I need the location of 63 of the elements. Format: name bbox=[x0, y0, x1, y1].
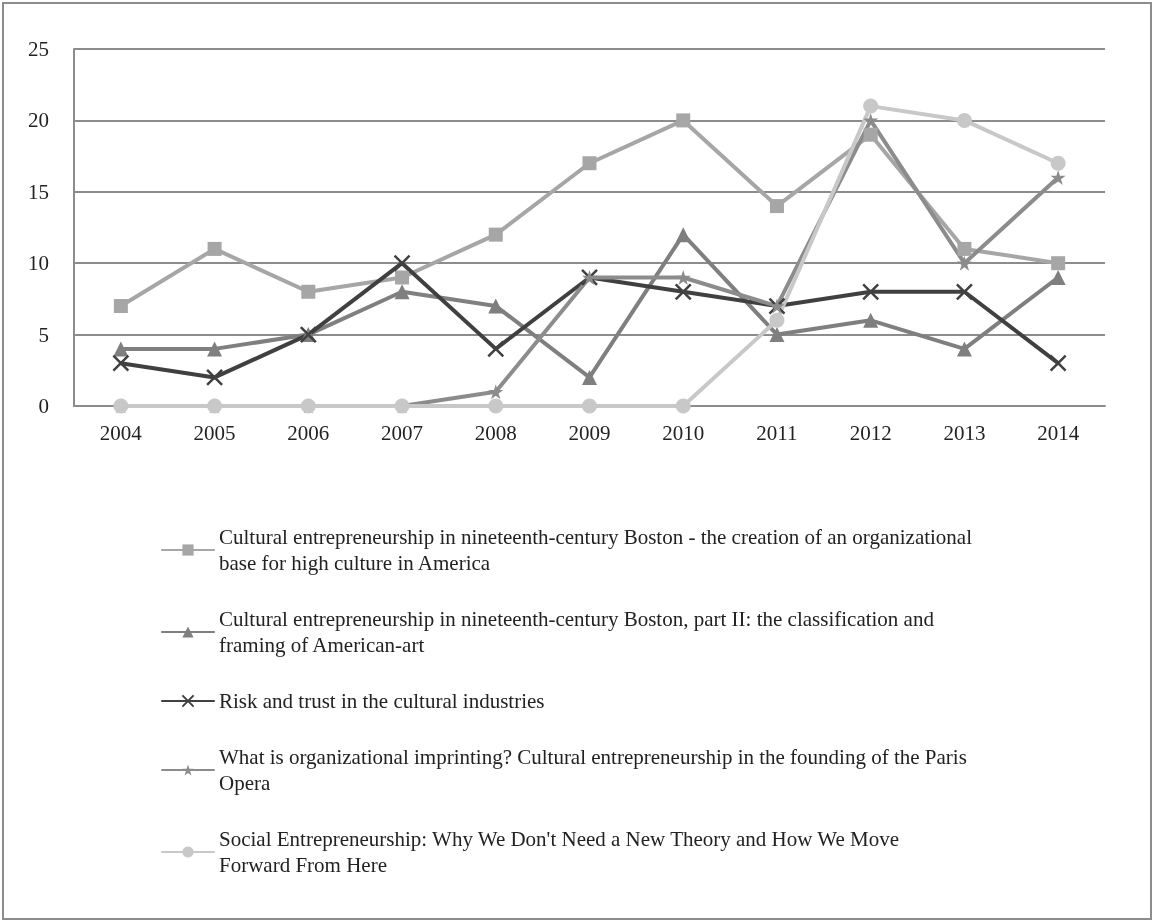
y-tick-label: 20 bbox=[28, 108, 49, 133]
y-tick-label: 10 bbox=[28, 251, 49, 276]
x-tick-label: 2004 bbox=[99, 420, 143, 445]
point bbox=[582, 398, 597, 414]
point bbox=[863, 98, 879, 114]
x-tick-label: 2008 bbox=[474, 420, 517, 445]
x-tick-label: 2009 bbox=[568, 420, 611, 445]
point bbox=[301, 284, 316, 299]
x-tick-label: 2011 bbox=[756, 420, 798, 445]
point bbox=[956, 341, 972, 357]
y-tick-label: 25 bbox=[28, 37, 49, 61]
point bbox=[769, 312, 785, 328]
point bbox=[582, 156, 597, 171]
point bbox=[676, 113, 691, 128]
y-tick-label: 15 bbox=[28, 179, 49, 204]
point bbox=[393, 254, 411, 272]
point bbox=[1050, 269, 1066, 285]
point bbox=[1050, 170, 1066, 186]
point bbox=[112, 354, 130, 372]
point bbox=[488, 227, 503, 242]
x-tick-label: 2006 bbox=[287, 420, 330, 445]
point bbox=[488, 398, 504, 414]
point bbox=[675, 269, 691, 285]
point bbox=[582, 369, 597, 385]
point bbox=[861, 283, 880, 301]
point bbox=[863, 112, 879, 128]
x-tick-label: 2012 bbox=[849, 420, 892, 445]
legend-label: Cultural entrepreneurship in nineteenth-century Boston - the creation of an organizational base for high culture in America bbox=[219, 525, 978, 575]
point bbox=[957, 241, 972, 256]
point bbox=[487, 340, 505, 358]
point bbox=[1051, 256, 1066, 271]
point bbox=[395, 270, 410, 285]
y-tick-label: 0 bbox=[38, 394, 49, 418]
point bbox=[113, 299, 128, 314]
point bbox=[1049, 354, 1067, 372]
point bbox=[769, 327, 785, 343]
point bbox=[1050, 155, 1066, 171]
x-tick-label: 2007 bbox=[381, 420, 424, 445]
legend-label: Social Entrepreneurship: Why We Don't Need a New Theory and How We Move Forward From Here bbox=[219, 827, 905, 877]
point bbox=[769, 199, 784, 214]
point bbox=[207, 341, 223, 357]
point bbox=[863, 312, 879, 328]
point bbox=[956, 112, 972, 128]
x-tick-label: 2014 bbox=[1037, 420, 1080, 445]
point bbox=[488, 298, 504, 314]
y-tick-label: 5 bbox=[38, 322, 49, 347]
legend-label: What is organizational imprinting? Cultural entrepreneurship in the founding of the Paris Opera bbox=[219, 745, 973, 795]
point bbox=[205, 368, 224, 387]
point bbox=[955, 283, 974, 301]
legend-label: Risk and trust in the cultural industries bbox=[219, 689, 545, 713]
point bbox=[394, 284, 410, 300]
x-tick-label: 2005 bbox=[193, 420, 236, 445]
point bbox=[674, 283, 692, 301]
point bbox=[207, 241, 222, 256]
legend-label: Cultural entrepreneurship in nineteenth-century Boston, part II: the classification and framing of American-art bbox=[219, 607, 940, 657]
point bbox=[863, 127, 878, 142]
point bbox=[675, 227, 691, 243]
point bbox=[956, 255, 972, 271]
x-tick-label: 2013 bbox=[943, 420, 986, 445]
x-tick-label: 2010 bbox=[662, 420, 705, 445]
point bbox=[113, 341, 129, 357]
point bbox=[675, 398, 691, 414]
point bbox=[488, 384, 504, 400]
